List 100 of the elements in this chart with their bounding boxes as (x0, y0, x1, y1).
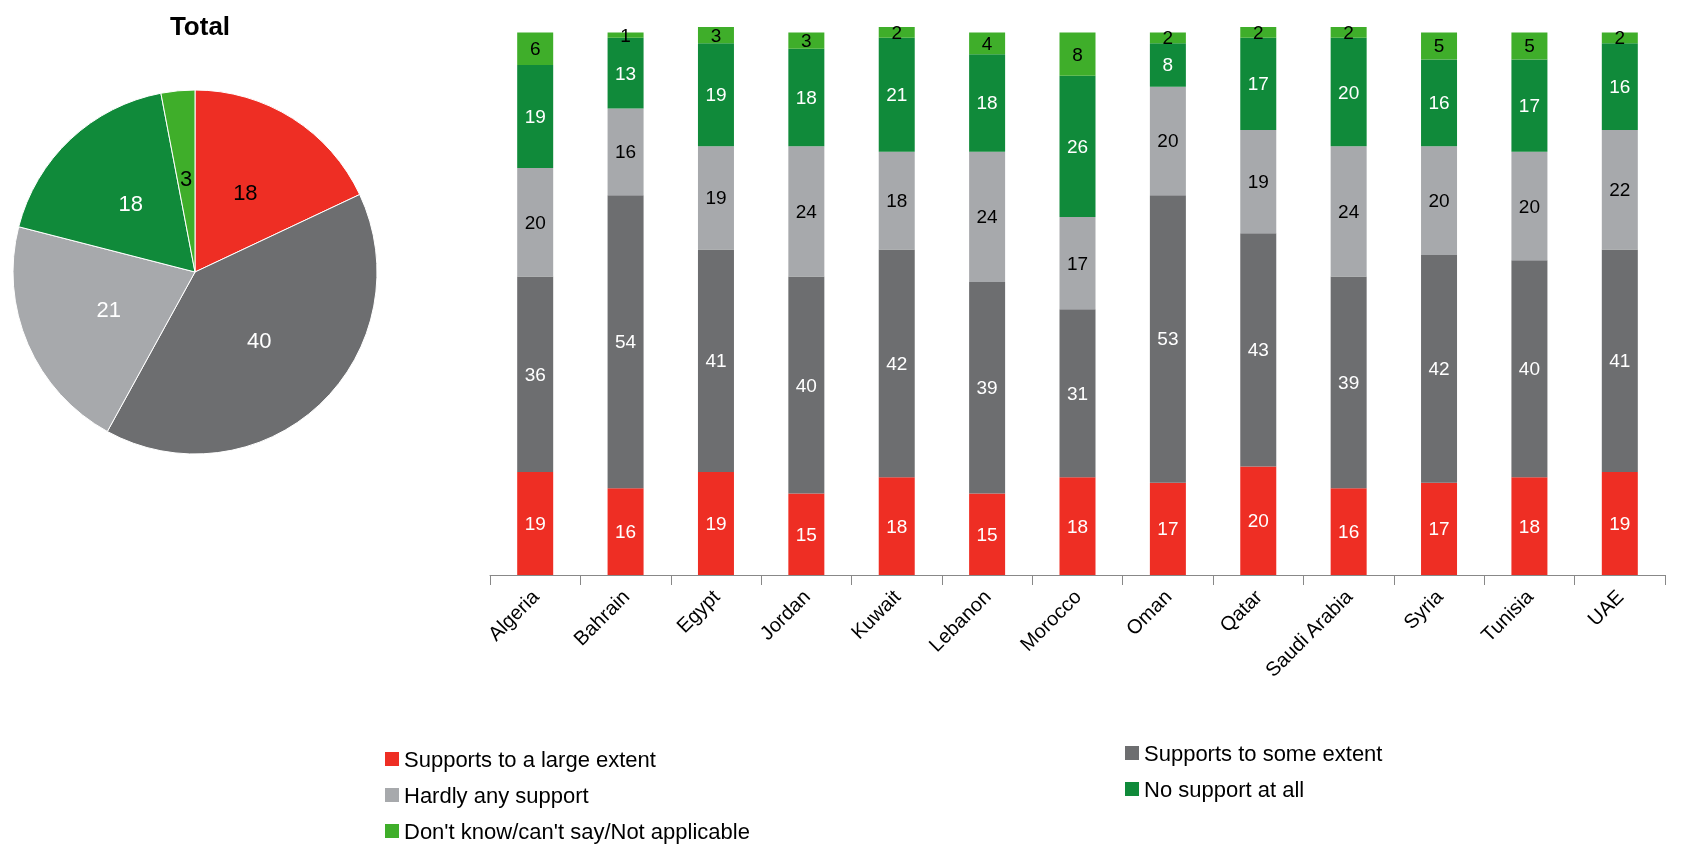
bar (1240, 466, 1277, 575)
data-label: 18 (795, 87, 817, 109)
data-label: 19 (1609, 512, 1631, 534)
data-label: 18 (118, 190, 143, 216)
data-label: 4 (981, 32, 993, 54)
chart-title: Total (169, 11, 231, 41)
data-label: 26 (1066, 135, 1089, 157)
data-label: 24 (976, 206, 999, 228)
bar (1511, 151, 1548, 261)
data-label: 18 (886, 515, 908, 537)
data-label: 20 (1157, 130, 1179, 152)
bar (1240, 233, 1277, 467)
bar (517, 32, 554, 65)
data-label: 19 (705, 512, 727, 534)
bar (607, 195, 644, 489)
bar (1601, 471, 1638, 575)
data-label: 16 (1338, 521, 1360, 543)
bar (1330, 146, 1367, 277)
data-label: 40 (1518, 358, 1540, 380)
bar (1511, 59, 1548, 152)
bar (788, 48, 825, 147)
bar (1240, 130, 1277, 234)
data-label: 18 (1518, 515, 1540, 537)
bar (1059, 477, 1096, 575)
data-label: 3 (180, 165, 193, 191)
data-label: 54 (615, 331, 637, 353)
bar (969, 282, 1006, 494)
legend-label: No support at all (1144, 776, 1305, 802)
data-label: 40 (247, 328, 272, 354)
bar (1059, 309, 1096, 478)
data-label: 16 (615, 521, 637, 543)
legend-label: Supports to a large extent (404, 746, 656, 772)
bar (1421, 59, 1458, 147)
bar (1330, 37, 1367, 147)
bar (1511, 32, 1548, 60)
bar (969, 151, 1006, 283)
data-label: 18 (886, 190, 908, 212)
data-label: 19 (705, 84, 727, 106)
data-label: 18 (233, 180, 258, 206)
bar (969, 54, 1006, 152)
bar (697, 146, 734, 250)
bar (1059, 32, 1096, 76)
bar (788, 493, 825, 575)
data-label: 8 (1072, 43, 1083, 65)
data-label: 2 (1162, 27, 1174, 49)
bar (1240, 37, 1277, 131)
bar (1601, 43, 1638, 131)
data-label: 17 (1157, 518, 1179, 540)
data-label: 8 (1162, 54, 1174, 76)
bar (878, 37, 915, 152)
data-label: 36 (524, 363, 546, 385)
data-label: 39 (976, 377, 998, 399)
data-label: 2 (1343, 21, 1354, 43)
bar (1149, 43, 1186, 87)
data-label: 24 (795, 200, 818, 222)
bar (1511, 260, 1548, 478)
bar (1601, 130, 1638, 250)
bar (607, 488, 644, 575)
bar (1421, 254, 1458, 483)
data-label: 21 (96, 296, 121, 322)
data-label: 41 (705, 350, 727, 372)
bar (697, 471, 734, 575)
bar (517, 168, 554, 277)
bar (1330, 488, 1367, 575)
bar (697, 249, 734, 472)
data-label: 31 (1066, 382, 1089, 404)
bar (1421, 146, 1458, 255)
data-label: 2 (891, 21, 903, 43)
bar (1601, 249, 1638, 472)
data-label: 17 (1247, 73, 1269, 95)
data-label: 40 (795, 374, 817, 396)
legend-label: Don't know/can't say/Not applicable (404, 818, 750, 844)
bar (969, 32, 1006, 55)
data-label: 17 (1428, 518, 1450, 540)
data-label: 19 (524, 512, 546, 534)
data-label: 6 (529, 38, 541, 60)
data-label: 53 (1157, 328, 1179, 350)
bar (1059, 75, 1096, 217)
bar (697, 43, 734, 147)
legend-label: Hardly any support (404, 782, 589, 808)
data-label: 20 (1247, 510, 1269, 532)
bar (788, 146, 825, 277)
bar (607, 108, 644, 196)
data-label: 2 (1252, 21, 1264, 43)
bar (517, 471, 554, 575)
data-label: 20 (1518, 195, 1540, 217)
data-label: 19 (524, 106, 546, 128)
data-label: 15 (795, 523, 817, 545)
data-label: 24 (1338, 200, 1360, 222)
bar (1421, 482, 1458, 575)
data-label: 19 (705, 187, 727, 209)
data-label: 16 (1609, 76, 1631, 98)
data-label: 19 (1247, 171, 1269, 193)
data-label: 5 (1524, 35, 1535, 57)
data-label: 3 (710, 24, 722, 46)
data-label: 3 (801, 30, 812, 52)
bar (969, 493, 1006, 575)
data-label: 20 (524, 211, 546, 233)
data-label: 16 (615, 141, 637, 163)
data-label: 21 (886, 84, 908, 106)
